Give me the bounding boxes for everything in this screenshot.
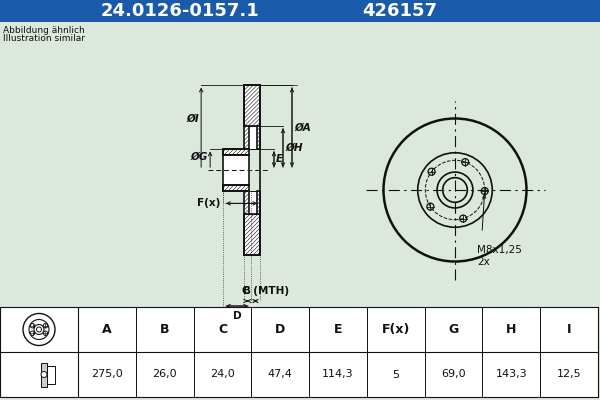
Text: D: D [233,311,241,321]
Text: E: E [276,154,283,164]
Text: E: E [334,323,342,336]
Text: H: H [506,323,517,336]
Text: Abbildung ähnlich: Abbildung ähnlich [3,26,85,35]
Bar [249,191,257,214]
Text: I: I [567,323,571,336]
Text: 114,3: 114,3 [322,370,354,380]
Circle shape [41,372,47,378]
Text: D: D [275,323,286,336]
Bar [257,126,260,149]
Text: B: B [160,323,169,336]
Bar [257,191,260,214]
Text: 26,0: 26,0 [152,370,177,380]
Text: F(x): F(x) [382,323,410,336]
Text: F(x): F(x) [197,198,220,208]
Bar [244,85,260,126]
Text: ØG: ØG [191,152,208,162]
Text: ØA: ØA [294,122,311,132]
Text: ØH: ØH [285,143,302,153]
Bar [223,185,249,191]
Text: M8x1,25
2x: M8x1,25 2x [477,245,522,266]
Text: 47,4: 47,4 [268,370,293,380]
Bar [249,126,257,149]
Bar [0,307,598,397]
Bar [244,191,249,214]
Bar [0,0,600,22]
Text: C: C [218,323,227,336]
Text: B: B [244,286,251,296]
Text: 5: 5 [392,370,399,380]
Bar [244,126,249,149]
Text: 275,0: 275,0 [91,370,123,380]
Text: G: G [448,323,458,336]
Bar [47,366,55,384]
Text: 24.0126-0157.1: 24.0126-0157.1 [101,2,259,20]
Bar [41,362,47,386]
Text: 426157: 426157 [362,2,437,20]
Text: 143,3: 143,3 [496,370,527,380]
Bar [244,214,260,255]
Text: A: A [102,323,112,336]
Text: C (MTH): C (MTH) [242,286,289,296]
Text: 12,5: 12,5 [557,370,581,380]
Bar [223,155,249,185]
Text: Illustration similar: Illustration similar [3,34,85,43]
Bar [223,149,249,155]
Circle shape [37,327,41,332]
Text: 69,0: 69,0 [441,370,466,380]
Text: 24,0: 24,0 [210,370,235,380]
Text: ØI: ØI [187,114,199,124]
